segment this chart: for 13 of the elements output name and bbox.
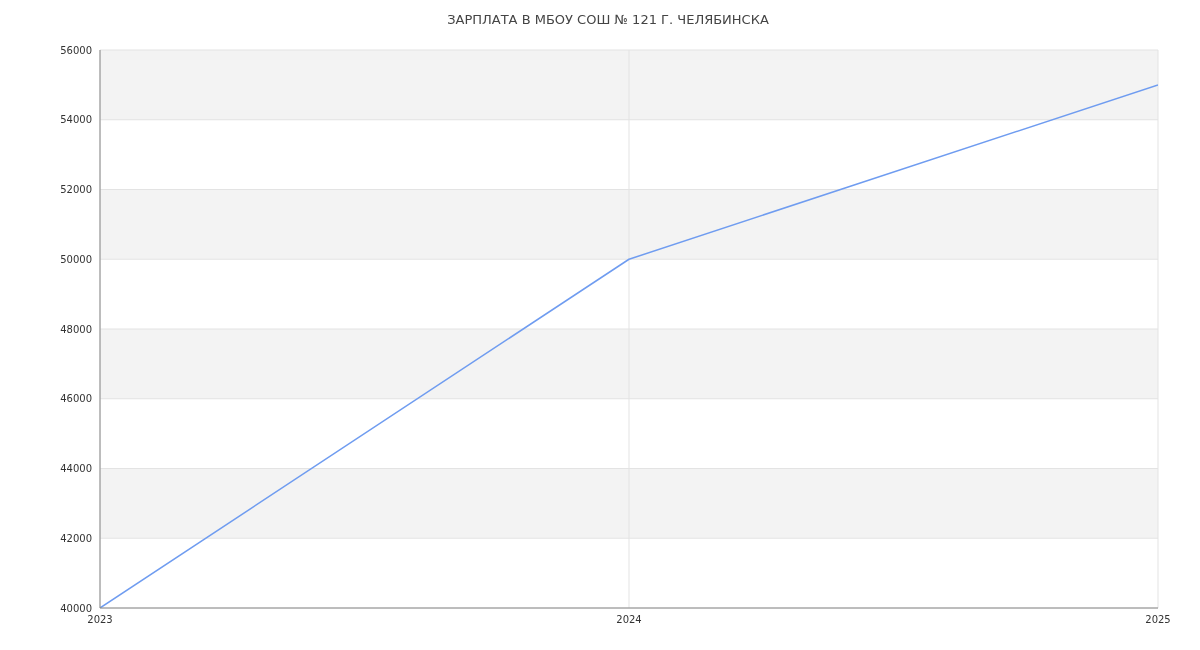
y-tick-label: 44000 xyxy=(60,463,92,475)
y-tick-label: 52000 xyxy=(60,184,92,196)
x-tick-label: 2024 xyxy=(616,614,642,626)
y-tick-label: 46000 xyxy=(60,393,92,405)
y-tick-label: 42000 xyxy=(60,532,92,544)
y-tick-label: 48000 xyxy=(60,323,92,335)
y-tick-label: 54000 xyxy=(60,114,92,126)
y-tick-label: 56000 xyxy=(60,44,92,56)
y-tick-label: 50000 xyxy=(60,253,92,265)
x-tick-label: 2025 xyxy=(1145,614,1171,626)
x-tick-label: 2023 xyxy=(87,614,113,626)
y-tick-label: 40000 xyxy=(60,602,92,614)
chart-title: ЗАРПЛАТА В МБОУ СОШ № 121 Г. ЧЕЛЯБИНСКА xyxy=(446,12,770,27)
